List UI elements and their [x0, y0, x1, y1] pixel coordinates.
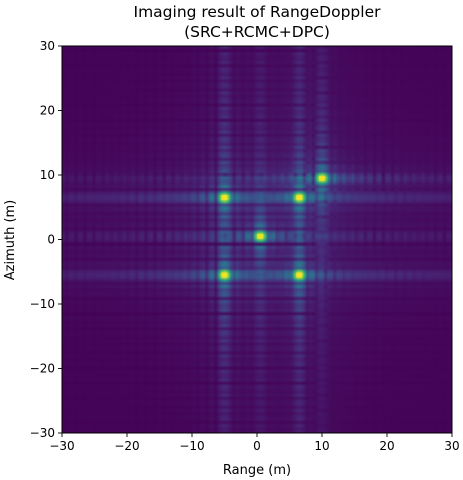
plot-area: [61, 45, 453, 434]
x-axis-ticks: −30 −20 −10 0 10 20 30: [49, 433, 460, 453]
y-axis-ticks: −30 −20 −10 0 10 20 30: [30, 39, 62, 440]
y-tick-label: −10: [30, 297, 55, 311]
chart-title-line-2: (SRC+RCMC+DPC): [184, 23, 330, 41]
x-tick-label: −30: [49, 439, 74, 453]
point-target-3: [318, 175, 326, 181]
point-target-5: [221, 272, 228, 278]
point-target-1: [221, 194, 228, 201]
x-tick-label: 10: [314, 439, 329, 453]
y-tick-label: 30: [40, 39, 55, 53]
x-tick-label: 0: [253, 439, 261, 453]
x-tick-label: −10: [179, 439, 204, 453]
y-tick-label: 20: [40, 104, 55, 118]
x-tick-label: 20: [379, 439, 394, 453]
chart-title-line-1: Imaging result of RangeDoppler: [134, 3, 382, 21]
y-tick-label: −20: [30, 362, 55, 376]
point-targets: [221, 175, 326, 278]
x-axis-label: Range (m): [223, 463, 291, 478]
x-tick-label: 30: [444, 439, 459, 453]
point-target-4: [257, 233, 264, 239]
point-target-6: [296, 272, 303, 278]
y-tick-label: −30: [30, 426, 55, 440]
y-tick-label: 0: [47, 233, 55, 247]
y-tick-label: 10: [40, 168, 55, 182]
heatmap-image: [62, 46, 452, 433]
x-tick-label: −20: [114, 439, 139, 453]
point-target-2: [296, 194, 303, 201]
y-axis-label: Azimuth (m): [3, 200, 18, 281]
